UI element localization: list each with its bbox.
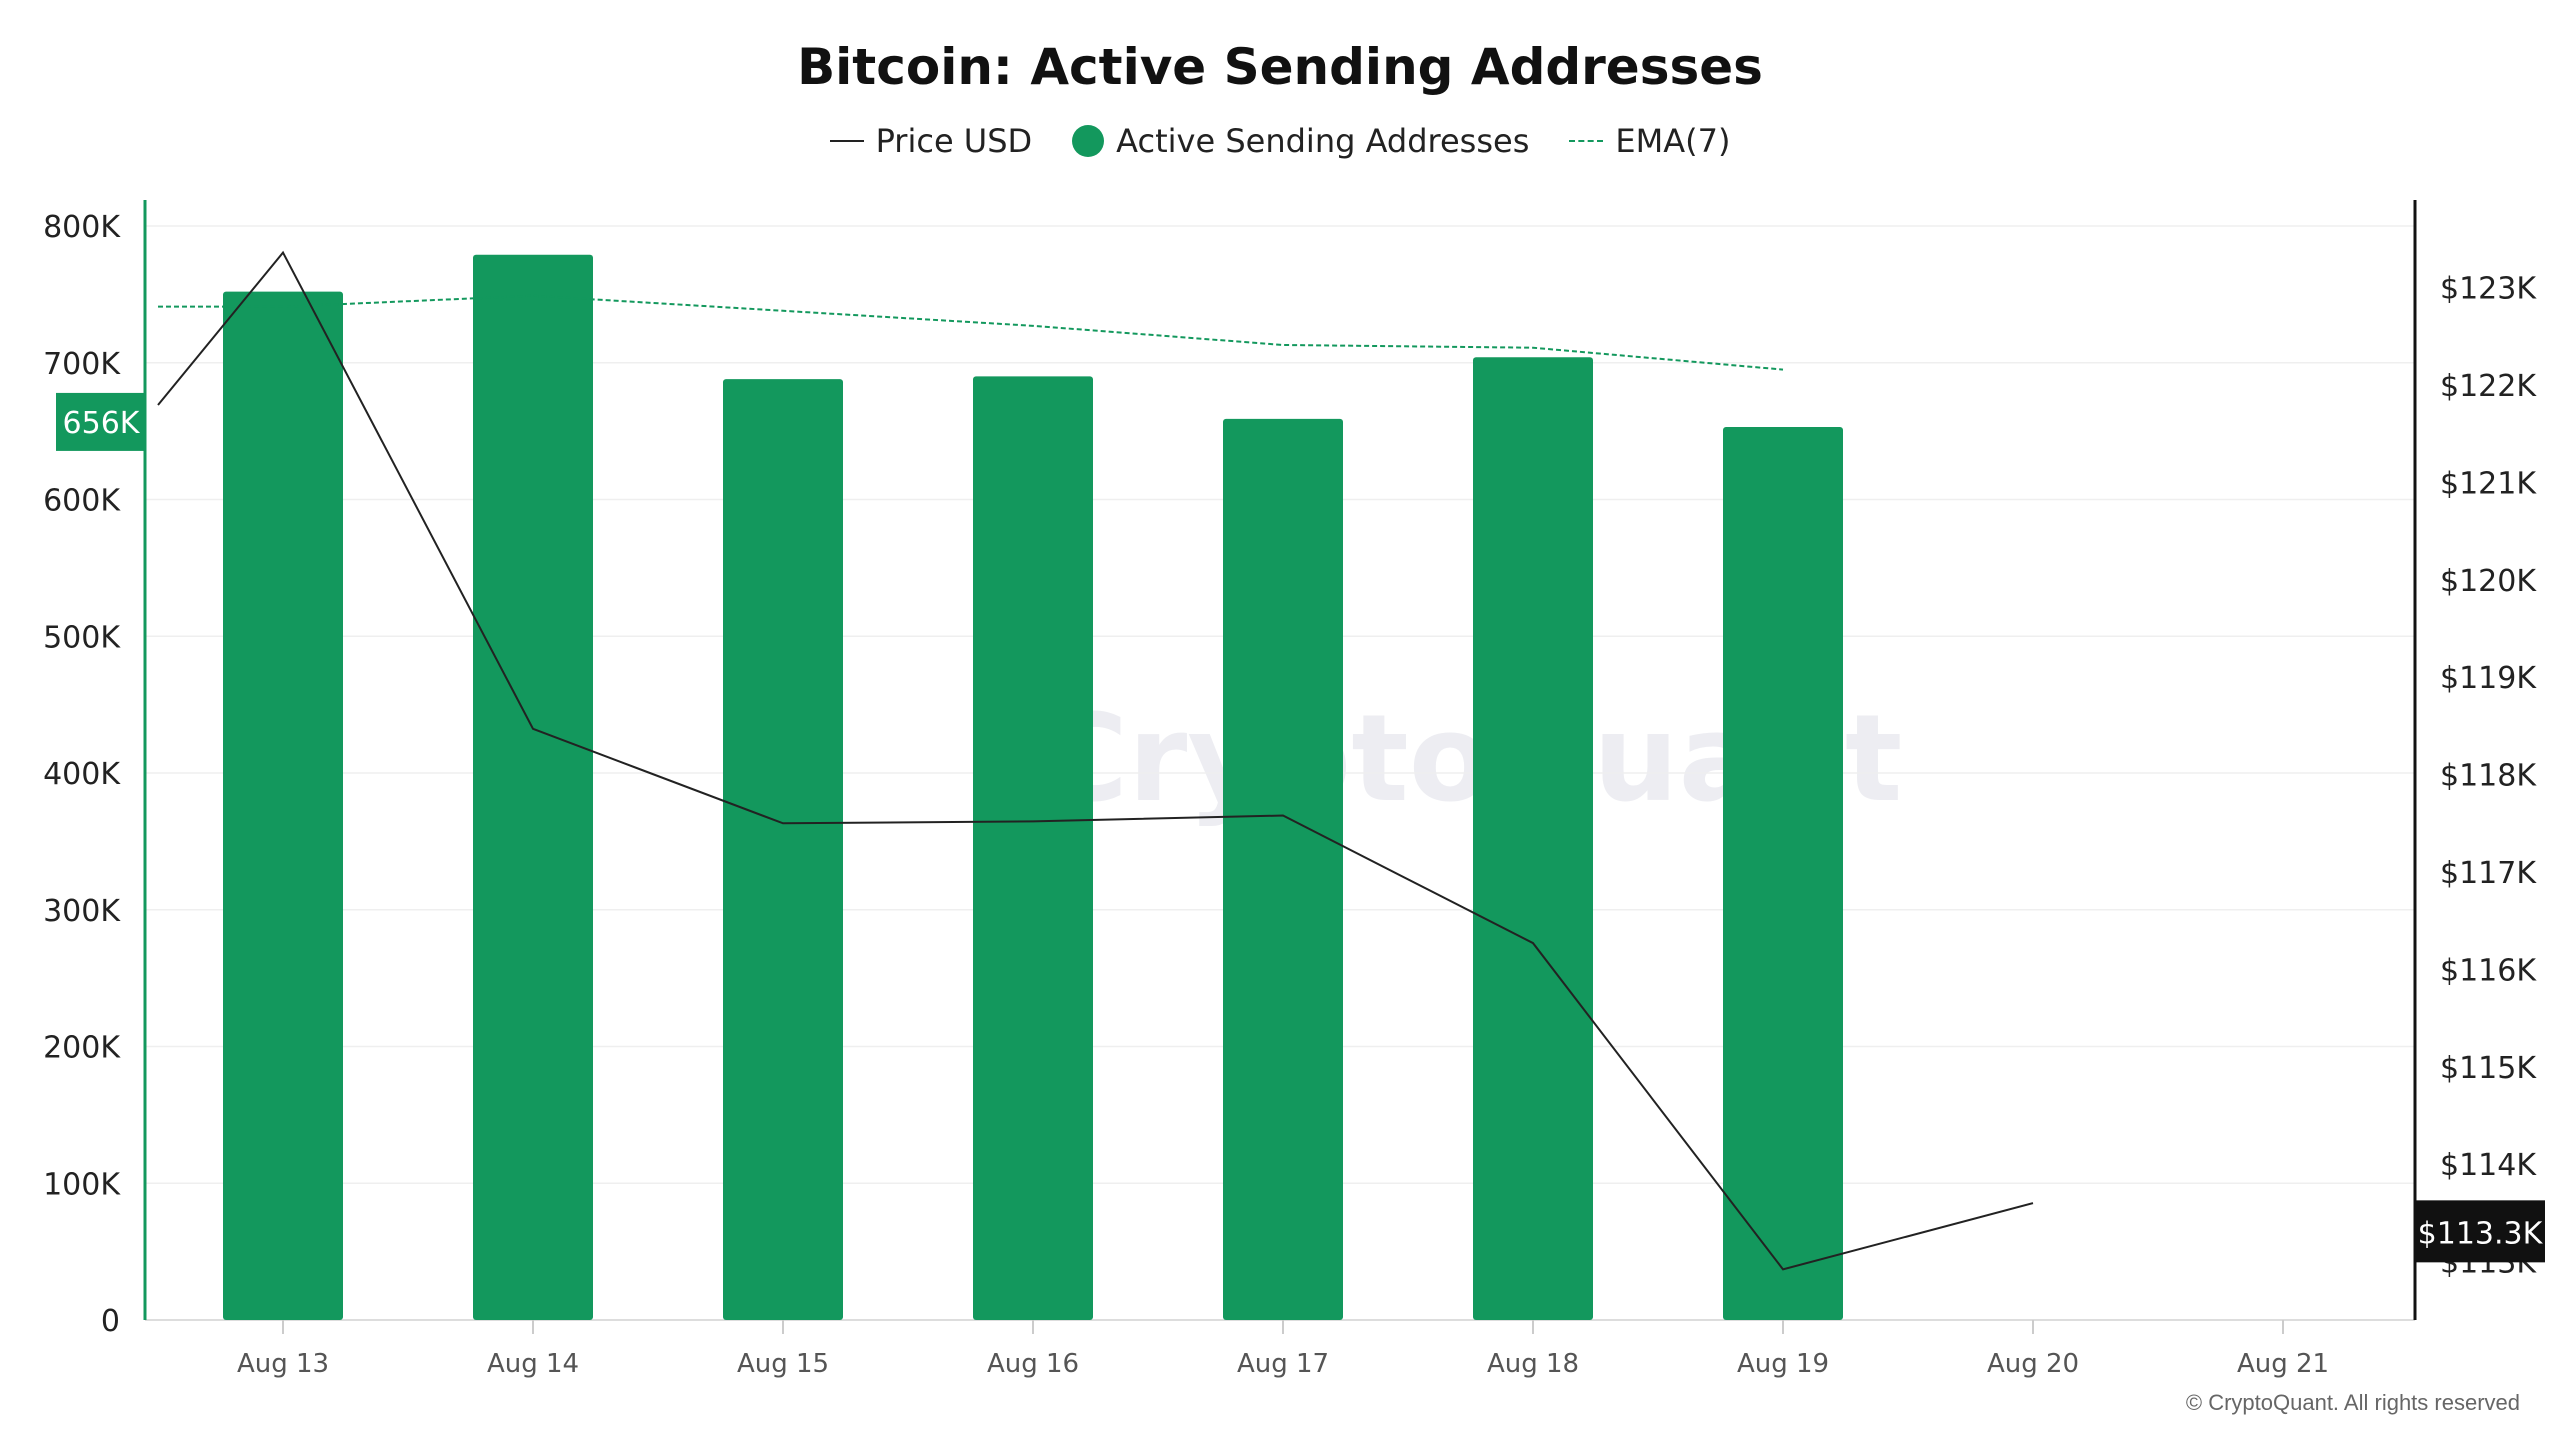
left-tick-label: 200K (43, 1031, 121, 1066)
right-tick-label: $119K (2440, 661, 2537, 696)
right-tick-label: $116K (2440, 953, 2537, 988)
x-tick-label: Aug 14 (487, 1349, 579, 1379)
right-tick-label: $114K (2440, 1148, 2537, 1183)
right-tick-label: $120K (2440, 564, 2537, 599)
left-tick-label: 100K (43, 1167, 121, 1202)
x-tick-label: Aug 18 (1487, 1349, 1579, 1379)
x-tick-label: Aug 19 (1737, 1349, 1829, 1379)
legend-item-price[interactable]: Price USD (829, 122, 1033, 160)
left-tick-label: 500K (43, 620, 121, 655)
bar (223, 291, 343, 1320)
right-tick-label: $118K (2440, 759, 2537, 794)
right-tick-label: $121K (2440, 466, 2537, 501)
bar (1723, 427, 1843, 1321)
left-current-label: 656K (63, 406, 141, 441)
x-tick-label: Aug 20 (1987, 1349, 2079, 1379)
legend-label-price: Price USD (875, 122, 1033, 160)
left-tick-label: 0 (101, 1304, 120, 1339)
right-tick-label: $115K (2440, 1051, 2537, 1086)
right-tick-label: $122K (2440, 369, 2537, 404)
bar (473, 254, 593, 1320)
legend: Price USD Active Sending Addresses EMA(7… (0, 122, 2560, 160)
bar (1473, 357, 1593, 1320)
legend-label-active-sending: Active Sending Addresses (1116, 122, 1530, 160)
x-tick-label: Aug 21 (2237, 1349, 2329, 1379)
x-tick-label: Aug 13 (237, 1349, 329, 1379)
price-line (157, 250, 2034, 1271)
x-tick-label: Aug 15 (737, 1349, 829, 1379)
chart-title: Bitcoin: Active Sending Addresses (797, 38, 1763, 96)
legend-label-ema: EMA(7) (1615, 122, 1731, 160)
legend-item-active-sending[interactable]: Active Sending Addresses (1072, 122, 1529, 160)
left-tick-label: 400K (43, 757, 121, 792)
legend-dot-icon (1072, 125, 1105, 157)
bar (723, 379, 843, 1320)
right-tick-label: $117K (2440, 856, 2537, 891)
legend-item-ema[interactable]: EMA(7) (1569, 122, 1730, 160)
legend-dash-icon (1569, 140, 1604, 142)
right-current-label: $113.3K (2418, 1216, 2544, 1251)
bar (973, 376, 1093, 1320)
copyright: © CryptoQuant. All rights reserved (2185, 1390, 2520, 1415)
bar (1223, 418, 1343, 1320)
left-tick-label: 600K (43, 484, 121, 519)
left-current-badge (56, 392, 146, 451)
right-tick-label: $123K (2440, 272, 2537, 307)
legend-line-icon (829, 140, 864, 142)
right-current-badge (2415, 1200, 2545, 1263)
left-tick-label: 800K (43, 210, 121, 245)
x-tick-label: Aug 16 (987, 1349, 1079, 1379)
left-tick-label: 700K (43, 347, 121, 382)
left-tick-label: 300K (43, 894, 121, 929)
x-tick-label: Aug 17 (1237, 1349, 1329, 1379)
